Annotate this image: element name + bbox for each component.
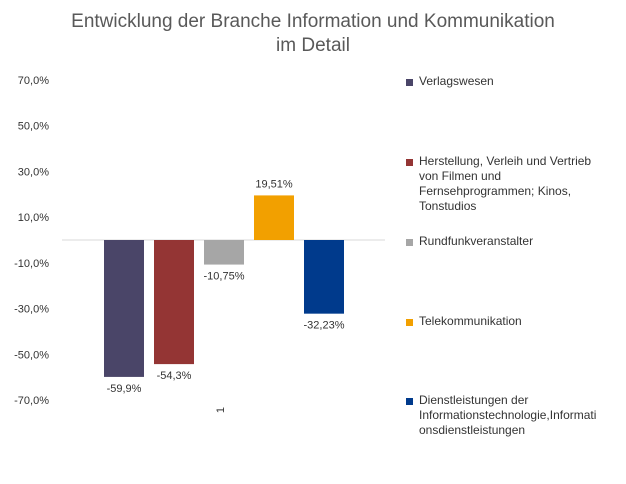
y-tick-label: -30,0%: [14, 304, 49, 316]
y-tick-label: 70,0%: [18, 75, 49, 87]
data-label: -32,23%: [304, 320, 345, 332]
legend-item: Herstellung, Verleih und Vertrieb von Fil…: [406, 154, 621, 214]
chart-title-line-2: im Detail: [276, 35, 350, 56]
chart-title: Entwicklung der Branche Information und …: [0, 10, 626, 58]
legend-item: Rundfunkveranstalter: [406, 234, 621, 249]
bar-1: [104, 240, 144, 377]
chart-title-line-1: Entwicklung der Branche Information und …: [71, 11, 555, 32]
legend-label: Telekommunikation: [419, 314, 522, 328]
y-tick-label: 10,0%: [18, 212, 49, 224]
legend-label: Herstellung, Verleih und Vertrieb von Fil…: [419, 154, 592, 213]
y-tick-label: 50,0%: [18, 121, 49, 133]
y-tick-label: -70,0%: [14, 395, 49, 407]
legend-swatch: [406, 398, 413, 405]
legend-label: Rundfunkveranstalter: [419, 234, 534, 248]
legend-item: Verlagswesen: [406, 74, 621, 89]
data-label: -59,9%: [107, 383, 142, 395]
legend-swatch: [406, 159, 413, 166]
y-tick-label: -10,0%: [14, 258, 49, 270]
bar-2: [154, 240, 194, 365]
legend-swatch: [406, 319, 413, 326]
legend-swatch: [406, 239, 413, 246]
data-label: -54,3%: [157, 370, 192, 382]
legend-label: Verlagswesen: [419, 74, 494, 88]
legend-label: Dienstleistungen der Informationstechnolo…: [419, 393, 597, 437]
y-tick-label: -50,0%: [14, 349, 49, 361]
legend-item: Telekommunikation: [406, 314, 621, 329]
bar-5: [304, 240, 344, 314]
data-label: -10,75%: [204, 271, 245, 283]
legend-swatch: [406, 79, 413, 86]
data-label: 19,51%: [255, 178, 293, 190]
y-tick-label: 30,0%: [18, 166, 49, 178]
bar-4: [254, 195, 294, 240]
x-category-label: 1: [215, 407, 227, 413]
legend-item: Dienstleistungen der Informationstechnolo…: [406, 393, 621, 438]
bar-3: [204, 240, 244, 265]
